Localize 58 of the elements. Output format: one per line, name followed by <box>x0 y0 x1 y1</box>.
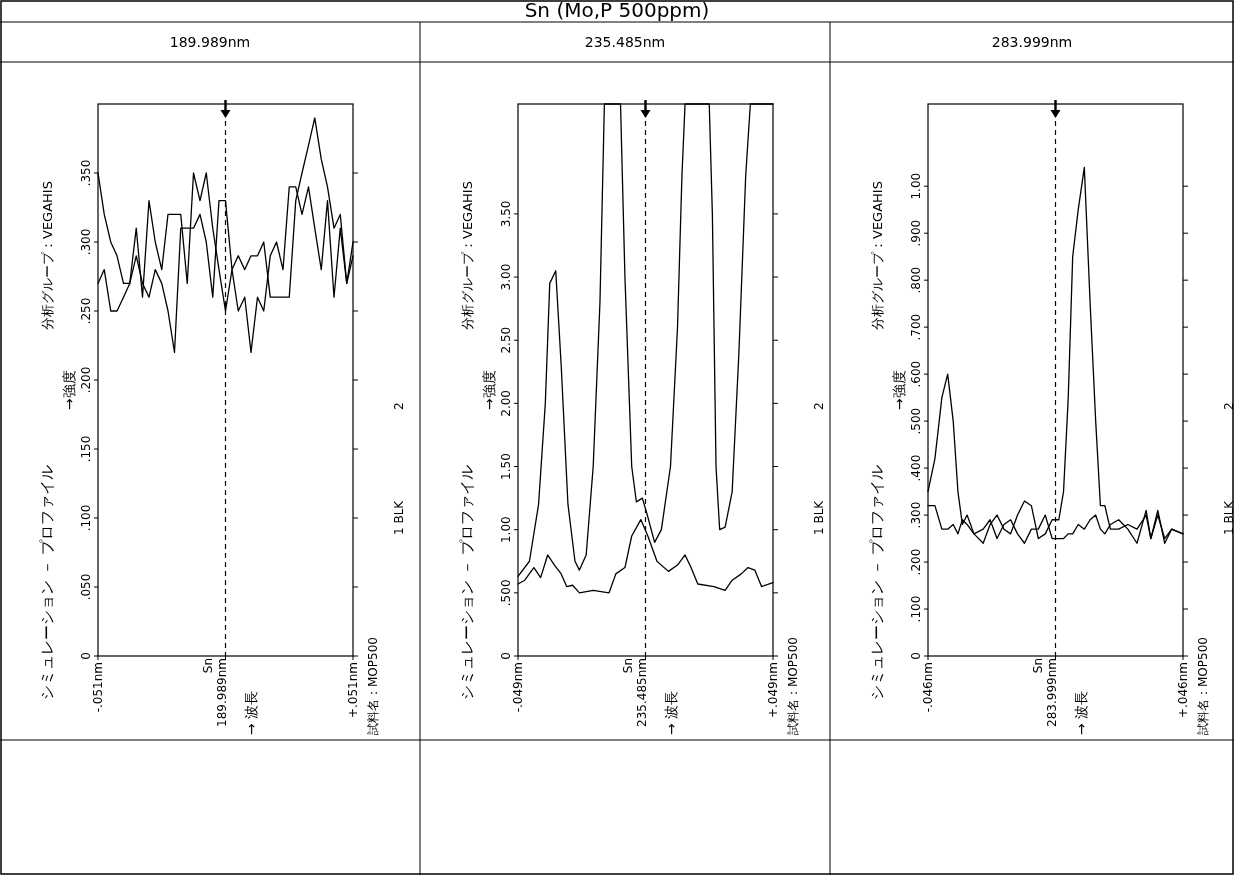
y-tick-label: 1.50 <box>499 453 513 480</box>
y-tick-label: .800 <box>909 266 923 294</box>
y-tick-label: .100 <box>909 595 923 623</box>
y-tick-label: .300 <box>79 228 93 256</box>
x-tick-label: -.051nm <box>91 662 105 713</box>
y-tick-label: 3.00 <box>499 263 513 291</box>
y-tick-label: .700 <box>909 313 923 341</box>
y-tick-label: .350 <box>79 159 93 187</box>
y-tick-label: .600 <box>909 360 923 388</box>
y-tick-label: 1.00 <box>499 516 513 544</box>
y-tick-label: .200 <box>909 548 923 576</box>
x-tick-label: +.049nm <box>766 662 780 719</box>
x-tick-label: +.051nm <box>346 662 360 719</box>
text: → 波長 <box>242 690 259 735</box>
text: 分析グループ：VEGAHIS <box>460 181 475 330</box>
text: 分析グループ：VEGAHIS <box>870 181 885 330</box>
y-tick-label: .100 <box>79 504 93 532</box>
text: 2 <box>812 402 826 410</box>
y-tick-label: 2.00 <box>499 390 513 417</box>
text: シミュレーション － プロファイル <box>38 465 56 700</box>
text: 2 <box>1222 402 1234 410</box>
y-tick-label: .050 <box>79 573 93 601</box>
text: → 波長 <box>1072 690 1089 735</box>
y-axis-title: →強度 <box>61 370 77 410</box>
x-tick-label: -.049nm <box>511 662 525 713</box>
text: → 波長 <box>662 690 679 735</box>
chart-title: 235.485nm <box>584 34 666 50</box>
y-axis-title: →強度 <box>481 370 497 410</box>
y-tick-label: 2.50 <box>499 326 513 354</box>
text: シミュレーション － プロファイル <box>868 465 886 700</box>
text: 試料名：MOP500 <box>786 637 800 735</box>
text: 試料名：MOP500 <box>366 637 380 735</box>
text: 1 BLK <box>392 499 406 535</box>
y-tick-label: .200 <box>79 366 93 394</box>
text: 分析グループ：VEGAHIS <box>40 181 55 330</box>
x-tick-label: +.046nm <box>1176 662 1190 719</box>
chart-title: 189.989nm <box>169 34 251 50</box>
y-tick-label: .150 <box>79 435 93 463</box>
y-tick-label: .250 <box>79 297 93 325</box>
text: 1 BLK <box>1222 499 1234 535</box>
text: 2 <box>392 402 406 410</box>
text: Sn (Mo,P 500ppm) <box>524 0 710 22</box>
y-tick-label: 0 <box>909 652 923 660</box>
y-tick-label: 0 <box>499 652 513 660</box>
y-tick-label: .900 <box>909 219 923 247</box>
y-tick-label: 1.00 <box>909 172 923 200</box>
x-tick-label: -.046nm <box>921 662 935 713</box>
text: シミュレーション － プロファイル <box>458 465 476 700</box>
text: 試料名：MOP500 <box>1196 637 1210 735</box>
y-tick-label: 0 <box>79 652 93 660</box>
y-tick-label: .500 <box>909 407 923 435</box>
y-tick-label: .500 <box>499 579 513 607</box>
y-tick-label: 3.50 <box>499 200 513 228</box>
chart-title: 283.999nm <box>991 34 1073 50</box>
y-tick-label: .300 <box>909 501 923 529</box>
y-tick-label: .400 <box>909 454 923 482</box>
y-axis-title: →強度 <box>891 370 907 410</box>
text: 1 BLK <box>812 499 826 535</box>
